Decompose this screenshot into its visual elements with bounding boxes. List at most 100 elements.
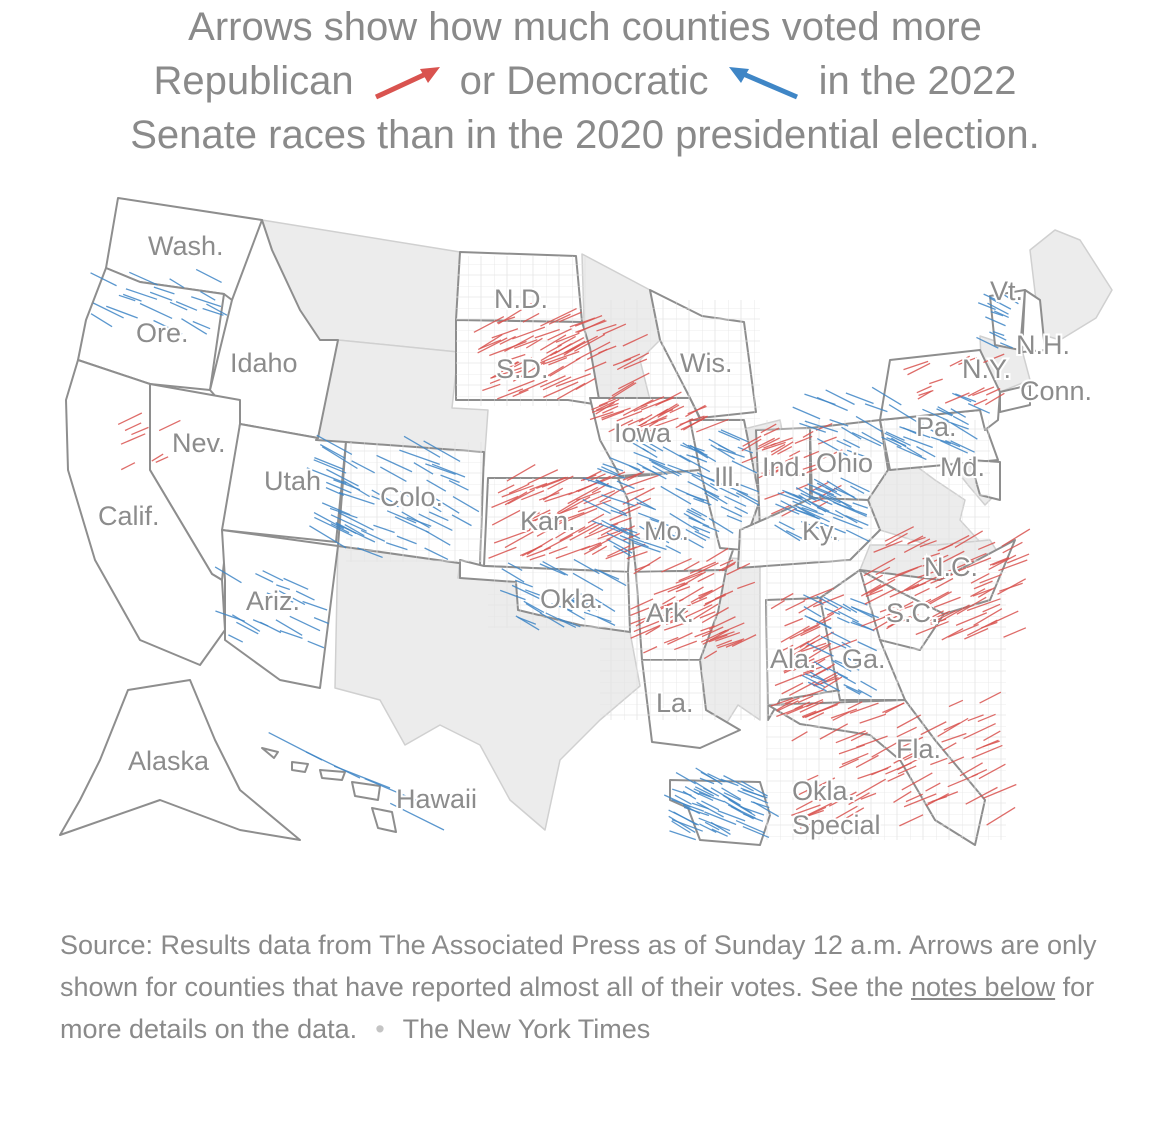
democratic-arrow-icon — [202, 307, 224, 316]
democratic-arrow-icon — [693, 525, 711, 534]
republican-arrow-icon — [737, 581, 756, 590]
republican-arrow-icon — [698, 584, 724, 600]
democratic-arrow-icon — [777, 492, 802, 503]
democratic-arrow-icon — [428, 511, 449, 522]
republican-arrow-icon — [697, 572, 715, 583]
democratic-arrow-icon — [896, 445, 927, 461]
republican-arrow-icon — [764, 491, 785, 500]
republican-arrow-icon — [512, 389, 529, 398]
democratic-arrow-icon — [831, 659, 852, 673]
democratic-arrow-icon — [418, 513, 453, 532]
democratic-arrow-icon — [807, 483, 835, 496]
democratic-arrow-icon — [125, 288, 158, 300]
democratic-arrow-icon — [803, 605, 822, 618]
republican-arrow-icon — [998, 559, 1028, 572]
republican-arrow-icon — [839, 758, 859, 769]
democratic-arrow-icon — [277, 589, 306, 606]
democratic-arrow-icon — [525, 602, 543, 614]
republican-arrow-icon — [783, 658, 815, 674]
democratic-arrow-icon — [610, 509, 628, 517]
republican-arrow-icon — [518, 379, 548, 394]
democratic-arrow-icon — [425, 463, 456, 475]
republican-arrow-icon — [855, 778, 886, 797]
republican-arrow-icon — [117, 412, 143, 426]
republican-arrow-icon — [555, 332, 580, 343]
republican-arrow-icon — [929, 378, 943, 385]
republican-arrow-icon — [640, 397, 671, 411]
democratic-arrow-icon — [737, 490, 759, 503]
republican-arrow-icon — [760, 423, 777, 434]
republican-arrow-icon — [497, 388, 524, 400]
republican-arrow-icon — [687, 415, 709, 428]
republican-arrow-icon — [501, 484, 534, 498]
republican-arrow-icon — [903, 793, 937, 808]
democratic-arrow-icon — [539, 612, 565, 628]
democratic-arrow-icon — [401, 511, 430, 529]
democratic-arrow-icon — [694, 786, 715, 797]
democratic-arrow-icon — [394, 516, 430, 534]
democratic-arrow-icon — [662, 446, 691, 463]
republican-arrow-icon — [488, 546, 517, 559]
label-colo: Colo. — [380, 482, 443, 512]
republican-arrow-icon — [855, 754, 879, 769]
republican-arrow-icon — [719, 559, 734, 567]
democratic-arrow-icon — [565, 594, 592, 607]
republican-arrow-icon — [741, 438, 762, 452]
label-vt: Vt. — [990, 276, 1023, 306]
republican-arrow-icon — [1006, 553, 1030, 564]
democratic-arrow-icon — [846, 449, 865, 457]
republican-arrow-icon — [588, 538, 611, 551]
republican-arrow-icon — [825, 786, 847, 798]
democratic-arrow-icon — [888, 404, 916, 422]
republican-arrow-icon — [674, 640, 698, 651]
democratic-arrow-icon — [691, 802, 709, 810]
democratic-arrow-icon — [711, 828, 728, 837]
republican-arrow-icon — [983, 730, 1001, 742]
democratic-arrow-icon — [660, 485, 692, 505]
democratic-arrow-icon — [511, 584, 541, 600]
republican-arrow-icon — [522, 312, 540, 323]
republican-arrow-icon — [706, 547, 729, 563]
republican-arrow-icon — [986, 806, 1016, 826]
democratic-arrow-icon — [778, 521, 795, 531]
democratic-arrow-icon — [774, 524, 801, 542]
republican-arrow-icon — [863, 557, 896, 577]
democratic-arrow-icon — [632, 537, 667, 551]
republican-arrow-icon — [473, 316, 505, 333]
republican-arrow-icon — [930, 571, 960, 584]
democratic-arrow-icon — [313, 459, 347, 474]
republican-arrow-icon — [627, 417, 644, 426]
republican-arrow-icon — [508, 483, 530, 494]
republican-arrow-icon — [924, 610, 944, 622]
republican-arrow-icon — [967, 552, 987, 562]
republican-arrow-icon — [860, 613, 894, 627]
republican-arrow-icon — [548, 546, 568, 555]
republican-arrow-icon — [555, 373, 591, 388]
republican-arrow-icon — [716, 639, 733, 647]
republican-arrow-icon — [557, 335, 576, 348]
democratic-arrow-icon — [606, 532, 631, 545]
republican-arrow-icon — [927, 591, 952, 606]
republican-arrow-icon — [899, 814, 924, 827]
republican-arrow-icon — [547, 475, 574, 490]
label-ore: Ore. — [136, 318, 189, 348]
republican-arrow-icon — [534, 512, 551, 522]
republican-arrow-icon — [504, 335, 535, 353]
democratic-arrow-icon — [693, 497, 712, 506]
republican-arrow-icon — [819, 723, 849, 740]
republican-arrow-icon — [691, 596, 708, 605]
democratic-arrow-icon — [799, 422, 827, 433]
republican-arrow-icon — [589, 411, 614, 421]
democratic-arrow-icon — [424, 547, 449, 561]
republican-arrow-icon — [799, 634, 821, 649]
republican-arrow-icon — [785, 600, 805, 611]
democratic-arrow-icon — [703, 787, 720, 797]
notes-below-link[interactable]: notes below — [911, 972, 1056, 1002]
republican-arrow-icon — [489, 340, 527, 357]
democratic-arrow-icon — [364, 778, 421, 803]
republican-arrow-icon — [908, 744, 930, 753]
republican-arrow-icon — [941, 534, 970, 550]
label-utah: Utah — [264, 466, 321, 496]
republican-arrow-icon — [776, 700, 799, 712]
republican-arrow-icon — [120, 462, 136, 471]
